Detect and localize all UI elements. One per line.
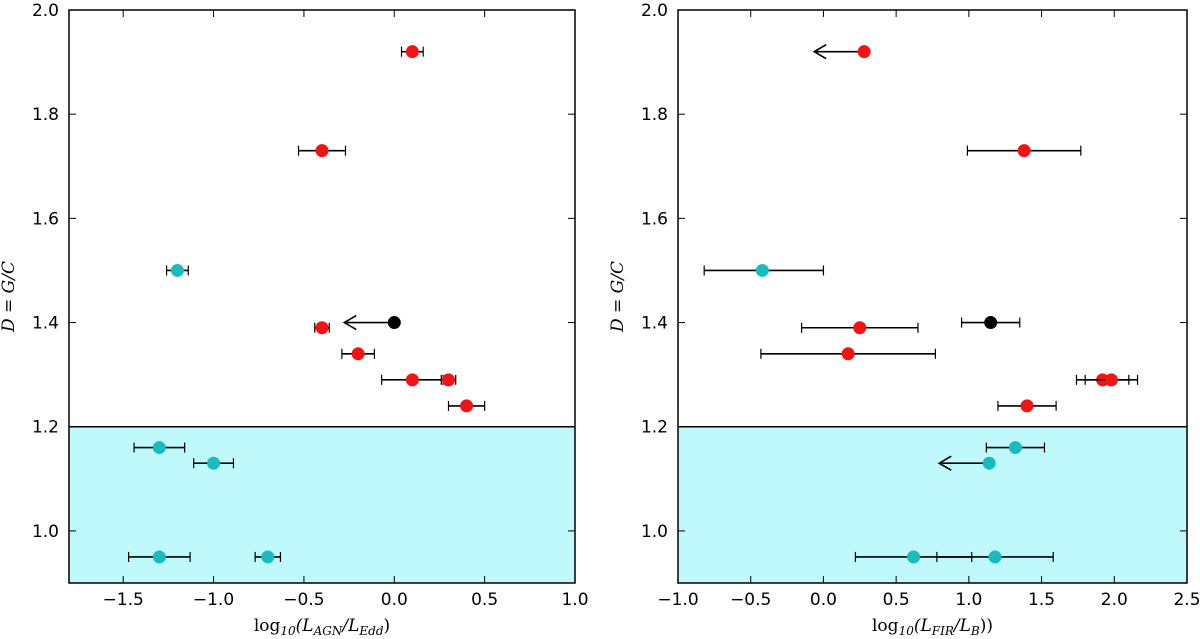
data-point-cyan	[907, 550, 921, 564]
x-tick-label: 0.0	[381, 590, 408, 610]
x-axis-label: log10(LAGN/LEdd)	[254, 616, 390, 638]
x-axis-label-part: /L	[340, 616, 359, 636]
x-axis-label-part: log	[872, 616, 899, 636]
x-tick-label: 1.0	[955, 590, 982, 610]
x-axis-label-part: FIR	[931, 624, 954, 638]
data-point-red	[1020, 399, 1034, 413]
data-point-black	[387, 316, 401, 330]
data-point-red	[405, 373, 419, 387]
y-tick-label: 1.6	[32, 209, 59, 229]
data-point-red	[315, 144, 329, 158]
y-tick-label: 1.6	[641, 209, 668, 229]
x-axis-label-part: 10	[280, 624, 296, 638]
x-tick-label: 0.5	[471, 590, 498, 610]
x-tick-label: −1.5	[103, 590, 144, 610]
data-point-cyan	[1008, 441, 1022, 455]
y-tick-label: 1.4	[32, 314, 59, 334]
y-axis-label: D = G/C	[608, 261, 628, 333]
x-axis-label-part: log	[254, 616, 281, 636]
data-point-cyan	[261, 550, 275, 564]
data-point-red	[857, 45, 871, 59]
data-point-red	[1104, 373, 1118, 387]
x-tick-label: 1.0	[561, 590, 588, 610]
x-axis-label-part: B	[970, 624, 980, 638]
data-point-cyan	[170, 263, 184, 277]
x-axis-label-part: (L	[914, 616, 932, 636]
x-tick-label: 0.5	[883, 590, 910, 610]
data-point-red	[442, 373, 455, 387]
data-point-red	[853, 321, 867, 335]
y-tick-label: 2.0	[32, 1, 59, 21]
x-axis-label-part: Edd	[358, 624, 383, 638]
x-axis-label-part: 10	[899, 624, 915, 638]
data-point-red	[315, 321, 329, 335]
x-tick-label: 2.0	[1101, 590, 1128, 610]
data-point-red	[405, 45, 419, 59]
x-axis-label-part: AGN	[313, 624, 343, 638]
y-tick-label: 1.0	[32, 522, 59, 542]
data-point-cyan	[982, 456, 996, 470]
data-point-cyan	[207, 456, 221, 470]
data-point-red	[841, 347, 855, 361]
x-tick-label: −0.5	[283, 590, 324, 610]
y-tick-label: 2.0	[641, 1, 668, 21]
x-axis-label-part: ))	[980, 616, 993, 636]
data-point-cyan	[988, 550, 1002, 564]
x-tick-label: 2.5	[1173, 590, 1200, 610]
y-tick-label: 1.2	[32, 418, 59, 438]
x-tick-label: −1.0	[193, 590, 234, 610]
upper-limit-arrow-head	[342, 314, 357, 331]
right-panel-fir-blue: −1.0 −0.5 0.0 0.5 1.0 1.5 2.0 2.5 1.0 1.2 1.4 1.6 1.…	[608, 1, 1200, 638]
data-point-red	[351, 347, 365, 361]
data-point-cyan	[152, 550, 166, 564]
data-point-black	[984, 316, 998, 330]
x-axis-label-part: (L	[296, 616, 314, 636]
y-tick-label: 1.8	[641, 105, 668, 125]
x-axis-label-part: /L	[952, 616, 971, 636]
x-tick-label: 1.5	[1028, 590, 1055, 610]
plot-frame	[68, 9, 576, 584]
data-point-cyan	[152, 441, 166, 455]
x-tick-label: 0.0	[810, 590, 837, 610]
x-tick-label: −1.0	[657, 590, 698, 610]
x-axis-label-part: )	[384, 616, 391, 636]
y-tick-label: 1.8	[32, 105, 59, 125]
plot-frame	[677, 9, 1188, 584]
y-axis-label: D = G/C	[0, 261, 19, 333]
x-axis-label: log10(LFIR/LB))	[872, 616, 993, 638]
low-d-region-band	[69, 426, 575, 583]
y-tick-label: 1.2	[641, 418, 668, 438]
upper-limit-arrow-head	[812, 43, 827, 60]
low-d-region-band	[678, 426, 1187, 583]
data-point-red	[460, 399, 474, 413]
y-tick-label: 1.0	[641, 522, 668, 542]
upper-limit-arrow-head	[937, 455, 952, 471]
data-point-red	[1017, 144, 1031, 158]
x-tick-label: −0.5	[730, 590, 771, 610]
left-panel-agn-eddington: −1.5 −1.0 −0.5 0.0 0.5 1.0 1.0 1.2 1.4 1.6 1.8 2.0 l…	[0, 1, 589, 638]
data-point-cyan	[755, 263, 769, 277]
y-tick-label: 1.4	[641, 314, 668, 334]
